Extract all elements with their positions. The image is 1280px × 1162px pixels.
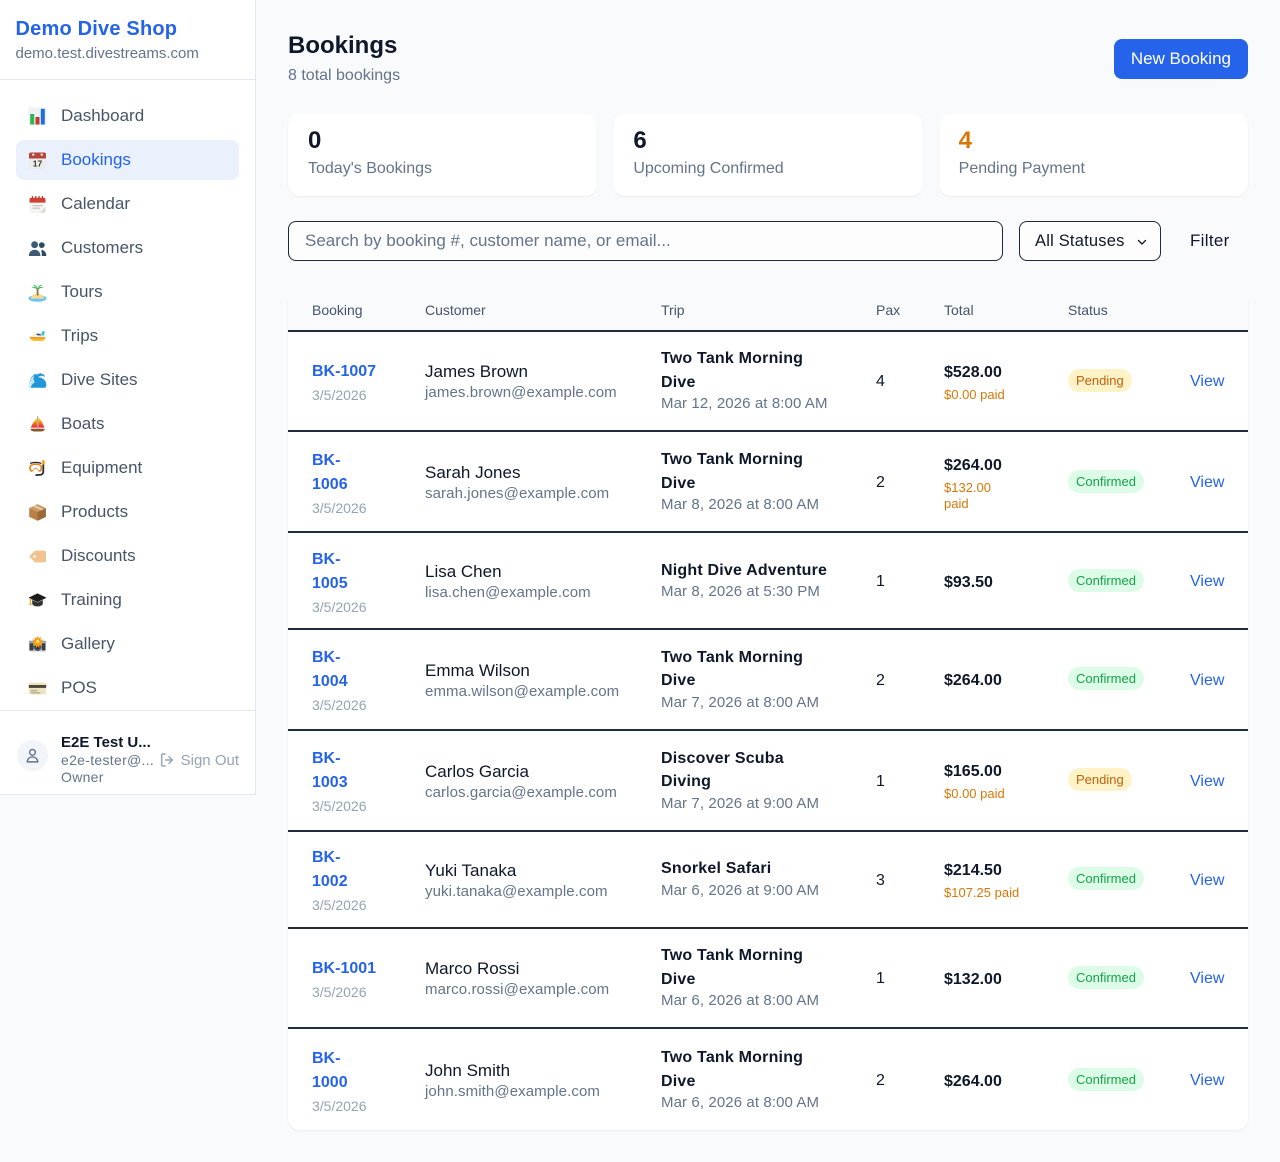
svg-text:17: 17 [33, 158, 43, 168]
